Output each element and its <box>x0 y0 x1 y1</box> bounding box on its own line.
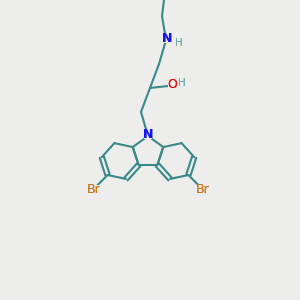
Text: H: H <box>175 38 183 48</box>
Text: H: H <box>175 38 183 48</box>
Text: O: O <box>167 79 177 92</box>
FancyBboxPatch shape <box>178 79 186 87</box>
Text: N: N <box>162 32 172 46</box>
Text: Br: Br <box>87 182 100 196</box>
Text: Br: Br <box>196 182 209 196</box>
Text: N: N <box>143 128 153 142</box>
Text: H: H <box>178 78 186 88</box>
Text: Br: Br <box>87 182 100 196</box>
FancyBboxPatch shape <box>88 185 100 193</box>
FancyBboxPatch shape <box>196 185 208 193</box>
Text: N: N <box>162 32 172 46</box>
Text: H: H <box>178 78 186 88</box>
Text: O: O <box>167 79 177 92</box>
Text: Br: Br <box>196 182 209 196</box>
FancyBboxPatch shape <box>163 35 171 43</box>
FancyBboxPatch shape <box>168 81 176 89</box>
FancyBboxPatch shape <box>175 39 183 47</box>
FancyBboxPatch shape <box>144 131 152 139</box>
Text: N: N <box>143 128 153 142</box>
